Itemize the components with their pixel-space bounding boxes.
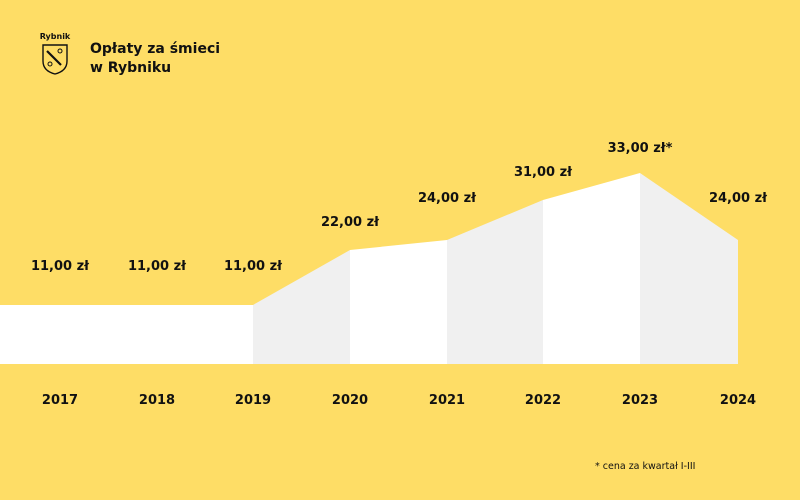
x-tick-label: 2022	[525, 393, 561, 408]
title-line-2: w Rybniku	[90, 60, 172, 76]
x-tick-label: 2018	[139, 393, 175, 408]
coat-of-arms-icon	[42, 44, 68, 75]
title-line-1: Opłaty za śmieci	[90, 41, 221, 57]
value-label: 31,00 zł	[514, 165, 573, 180]
area-segment	[0, 305, 253, 364]
value-label: 11,00 zł	[31, 259, 90, 274]
x-tick-label: 2024	[720, 393, 756, 408]
logo-text: Rybnik	[39, 32, 71, 41]
value-label: 24,00 zł	[709, 191, 768, 206]
x-tick-label: 2020	[332, 393, 368, 408]
value-label: 11,00 zł	[224, 259, 283, 274]
x-tick-label: 2017	[42, 393, 78, 408]
area-segment	[543, 173, 640, 364]
value-label: 11,00 zł	[128, 259, 187, 274]
area-segment	[253, 250, 350, 364]
city-logo: Rybnik	[35, 32, 75, 79]
area-segment	[350, 240, 447, 364]
x-tick-label: 2019	[235, 393, 271, 408]
area-segment	[447, 200, 543, 364]
page-title: Opłaty za śmieci w Rybniku	[90, 40, 220, 78]
x-tick-label: 2021	[429, 393, 465, 408]
x-tick-label: 2023	[622, 393, 658, 408]
value-label: 24,00 zł	[418, 191, 477, 206]
area-segment	[640, 173, 738, 364]
value-label: 33,00 zł*	[608, 141, 673, 156]
footnote: * cena za kwartał I-III	[595, 461, 696, 472]
value-label: 22,00 zł	[321, 215, 380, 230]
